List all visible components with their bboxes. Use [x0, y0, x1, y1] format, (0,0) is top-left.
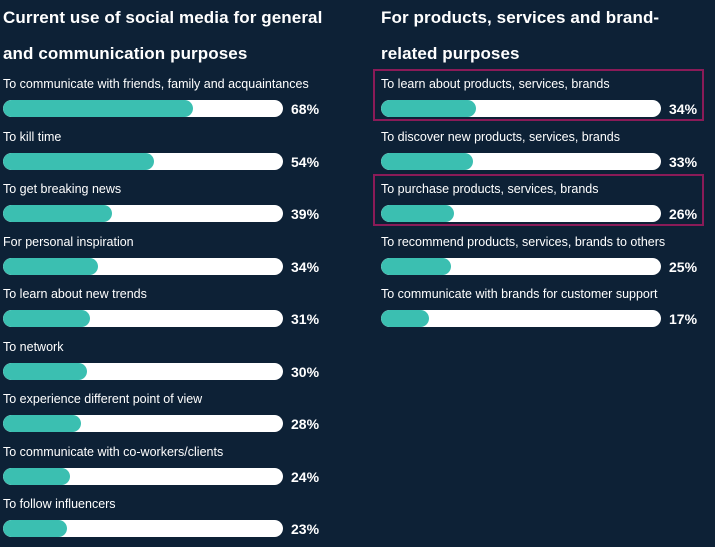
- data-label: 25%: [669, 258, 698, 275]
- bar-track: [381, 152, 661, 170]
- data-label: 24%: [291, 468, 320, 485]
- bar-track: [381, 257, 661, 275]
- bar-row: To communicate with co-workers/clients 24…: [3, 442, 325, 495]
- bar-row: To communicate with brands for customer …: [381, 284, 707, 337]
- bar: [381, 257, 451, 275]
- bar: [3, 362, 87, 380]
- bar-label: To network: [3, 339, 64, 354]
- bar-label: To recommend products, services, brands …: [381, 234, 666, 249]
- bar-row: To discover new products, services, bran…: [381, 127, 707, 180]
- bar-label: To learn about products, services, brand…: [381, 77, 610, 91]
- bar-label: To discover new products, services, bran…: [381, 129, 620, 144]
- bar-row: To recommend products, services, brands …: [381, 232, 707, 285]
- chart-brand-purposes: For products, services and brand-related…: [373, 0, 707, 327]
- bar: [3, 257, 99, 275]
- bar-track: [3, 415, 283, 432]
- data-label: 28%: [291, 416, 320, 432]
- bar-track: [3, 310, 283, 327]
- bar-track: [3, 362, 283, 380]
- bar-row: To network 30%: [3, 337, 325, 390]
- bar: [381, 310, 429, 327]
- data-label: 17%: [669, 311, 698, 327]
- bar: [3, 415, 82, 432]
- bar-track: [381, 310, 661, 327]
- bar-label: To communicate with brands for customer …: [381, 287, 658, 301]
- bar-track: [3, 205, 283, 222]
- bar: [3, 310, 90, 327]
- bar: [381, 100, 477, 117]
- data-label: 34%: [291, 258, 320, 275]
- bar-list: To learn about products, services, brand…: [373, 69, 707, 337]
- bar-row: To learn about new trends 31%: [3, 284, 325, 337]
- data-label: 54%: [291, 153, 320, 170]
- data-label: 68%: [291, 101, 320, 117]
- bar-row: To experience different point of view 28%: [3, 389, 325, 442]
- bar-row: For personal inspiration 34%: [3, 232, 325, 285]
- bar-row: To follow influencers 23%: [3, 494, 325, 547]
- bar: [381, 205, 454, 222]
- bar-track: [3, 467, 283, 485]
- data-label: 33%: [669, 153, 698, 170]
- bar-row: To purchase products, services, brands 26…: [373, 174, 707, 232]
- chart-general-purposes: Current use of social media for general …: [3, 0, 325, 537]
- bar-row: To get breaking news 39%: [3, 179, 325, 232]
- bar-label: To purchase products, services, brands: [381, 182, 599, 196]
- bar: [3, 467, 71, 485]
- data-label: 31%: [291, 311, 320, 327]
- bar-track: [3, 152, 283, 170]
- bar-row: To learn about products, services, brand…: [373, 69, 707, 127]
- bar: [381, 152, 474, 170]
- bar-list: To communicate with friends, family and …: [3, 74, 325, 547]
- chart-title: For products, services and brand-related…: [381, 8, 660, 63]
- bar-track: [381, 205, 661, 222]
- data-label: 39%: [291, 206, 320, 222]
- bar-label: To get breaking news: [3, 182, 122, 196]
- bar: [3, 152, 155, 170]
- bar-label: To kill time: [3, 129, 62, 144]
- chart-title: Current use of social media for general …: [3, 8, 323, 63]
- bar-track: [381, 100, 661, 117]
- bar-track: [3, 257, 283, 275]
- bar-row: To communicate with friends, family and …: [3, 74, 325, 127]
- data-label: 23%: [291, 521, 320, 537]
- bar: [3, 520, 68, 537]
- bar-label: To communicate with co-workers/clients: [3, 444, 224, 459]
- bar-track: [3, 520, 283, 537]
- bar-label: To communicate with friends, family and …: [3, 77, 309, 91]
- bar-row: To kill time 54%: [3, 127, 325, 180]
- data-label: 34%: [669, 101, 698, 117]
- bar: [3, 100, 194, 117]
- bar-label: To follow influencers: [3, 497, 116, 511]
- bar-track: [3, 100, 283, 117]
- bar-label: For personal inspiration: [3, 234, 134, 249]
- bar-label: To experience different point of view: [3, 392, 203, 406]
- bar-label: To learn about new trends: [3, 287, 147, 301]
- bar: [3, 205, 113, 222]
- data-label: 30%: [291, 363, 320, 380]
- data-label: 26%: [669, 206, 698, 222]
